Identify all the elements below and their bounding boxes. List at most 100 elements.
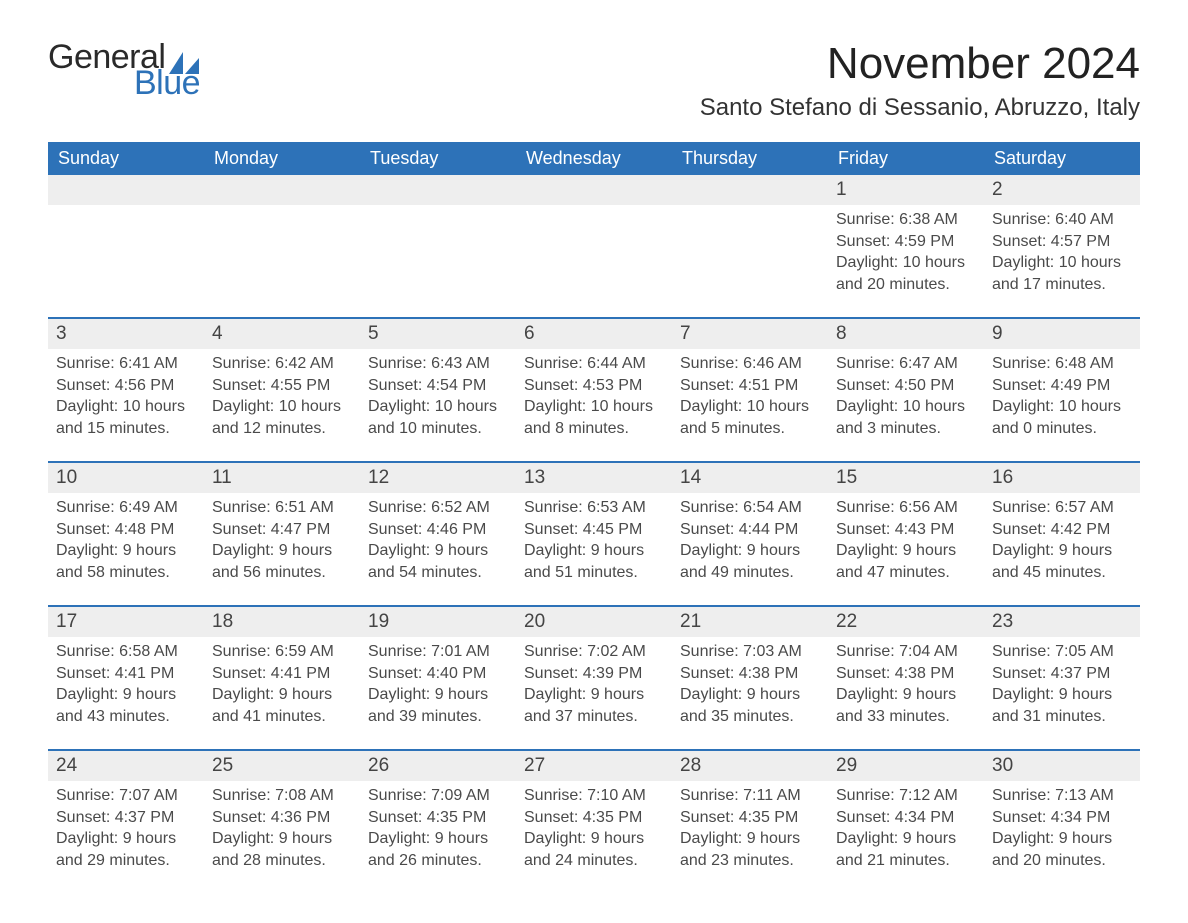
sunrise-text: Sunrise: 6:56 AM xyxy=(836,497,976,519)
day-cell: 26Sunrise: 7:09 AMSunset: 4:35 PMDayligh… xyxy=(360,750,516,893)
daylight-text: Daylight: 9 hours and 49 minutes. xyxy=(680,540,820,583)
sunrise-text: Sunrise: 7:08 AM xyxy=(212,785,352,807)
sunrise-text: Sunrise: 6:42 AM xyxy=(212,353,352,375)
day-number: 20 xyxy=(516,607,672,637)
daylight-text: Daylight: 9 hours and 28 minutes. xyxy=(212,828,352,871)
sunrise-text: Sunrise: 6:47 AM xyxy=(836,353,976,375)
day-number xyxy=(516,175,672,205)
day-cell: 27Sunrise: 7:10 AMSunset: 4:35 PMDayligh… xyxy=(516,750,672,893)
sunset-text: Sunset: 4:55 PM xyxy=(212,375,352,397)
day-number: 28 xyxy=(672,751,828,781)
sunrise-text: Sunrise: 7:09 AM xyxy=(368,785,508,807)
daylight-text: Daylight: 9 hours and 47 minutes. xyxy=(836,540,976,583)
day-cell: 5Sunrise: 6:43 AMSunset: 4:54 PMDaylight… xyxy=(360,318,516,462)
sunset-text: Sunset: 4:37 PM xyxy=(56,807,196,829)
sunrise-text: Sunrise: 7:10 AM xyxy=(524,785,664,807)
day-cell: 14Sunrise: 6:54 AMSunset: 4:44 PMDayligh… xyxy=(672,462,828,606)
sunset-text: Sunset: 4:39 PM xyxy=(524,663,664,685)
daylight-text: Daylight: 10 hours and 20 minutes. xyxy=(836,252,976,295)
sunset-text: Sunset: 4:42 PM xyxy=(992,519,1132,541)
page-header: General Blue November 2024 Santo Stefano… xyxy=(48,40,1140,134)
sunset-text: Sunset: 4:48 PM xyxy=(56,519,196,541)
daylight-text: Daylight: 10 hours and 10 minutes. xyxy=(368,396,508,439)
day-cell: 30Sunrise: 7:13 AMSunset: 4:34 PMDayligh… xyxy=(984,750,1140,893)
daylight-text: Daylight: 9 hours and 41 minutes. xyxy=(212,684,352,727)
weekday-header-row: Sunday Monday Tuesday Wednesday Thursday… xyxy=(48,142,1140,175)
day-number: 17 xyxy=(48,607,204,637)
sunset-text: Sunset: 4:53 PM xyxy=(524,375,664,397)
day-cell: 15Sunrise: 6:56 AMSunset: 4:43 PMDayligh… xyxy=(828,462,984,606)
day-cell: 2Sunrise: 6:40 AMSunset: 4:57 PMDaylight… xyxy=(984,175,1140,318)
day-number: 21 xyxy=(672,607,828,637)
sunrise-text: Sunrise: 6:52 AM xyxy=(368,497,508,519)
daylight-text: Daylight: 9 hours and 23 minutes. xyxy=(680,828,820,871)
week-row: 24Sunrise: 7:07 AMSunset: 4:37 PMDayligh… xyxy=(48,750,1140,893)
day-number xyxy=(204,175,360,205)
day-number xyxy=(48,175,204,205)
day-cell xyxy=(48,175,204,318)
day-cell: 16Sunrise: 6:57 AMSunset: 4:42 PMDayligh… xyxy=(984,462,1140,606)
sunrise-text: Sunrise: 6:40 AM xyxy=(992,209,1132,231)
day-number xyxy=(360,175,516,205)
daylight-text: Daylight: 9 hours and 20 minutes. xyxy=(992,828,1132,871)
logo-word2: Blue xyxy=(134,66,200,100)
daylight-text: Daylight: 10 hours and 3 minutes. xyxy=(836,396,976,439)
day-cell xyxy=(672,175,828,318)
weekday-header: Monday xyxy=(204,142,360,175)
sunset-text: Sunset: 4:38 PM xyxy=(836,663,976,685)
day-cell xyxy=(204,175,360,318)
sunset-text: Sunset: 4:59 PM xyxy=(836,231,976,253)
sunset-text: Sunset: 4:41 PM xyxy=(56,663,196,685)
sunset-text: Sunset: 4:40 PM xyxy=(368,663,508,685)
day-number: 3 xyxy=(48,319,204,349)
day-number: 23 xyxy=(984,607,1140,637)
day-number: 26 xyxy=(360,751,516,781)
sunset-text: Sunset: 4:50 PM xyxy=(836,375,976,397)
day-cell: 24Sunrise: 7:07 AMSunset: 4:37 PMDayligh… xyxy=(48,750,204,893)
sunrise-text: Sunrise: 6:48 AM xyxy=(992,353,1132,375)
sunrise-text: Sunrise: 7:03 AM xyxy=(680,641,820,663)
day-cell: 29Sunrise: 7:12 AMSunset: 4:34 PMDayligh… xyxy=(828,750,984,893)
weekday-header: Saturday xyxy=(984,142,1140,175)
daylight-text: Daylight: 9 hours and 29 minutes. xyxy=(56,828,196,871)
day-number: 8 xyxy=(828,319,984,349)
day-cell xyxy=(516,175,672,318)
sunset-text: Sunset: 4:49 PM xyxy=(992,375,1132,397)
sunrise-text: Sunrise: 7:11 AM xyxy=(680,785,820,807)
daylight-text: Daylight: 9 hours and 39 minutes. xyxy=(368,684,508,727)
day-cell: 19Sunrise: 7:01 AMSunset: 4:40 PMDayligh… xyxy=(360,606,516,750)
daylight-text: Daylight: 9 hours and 35 minutes. xyxy=(680,684,820,727)
month-title: November 2024 xyxy=(700,40,1140,88)
day-number: 27 xyxy=(516,751,672,781)
day-cell: 12Sunrise: 6:52 AMSunset: 4:46 PMDayligh… xyxy=(360,462,516,606)
calendar-page: General Blue November 2024 Santo Stefano… xyxy=(0,0,1188,923)
day-number xyxy=(672,175,828,205)
day-cell: 7Sunrise: 6:46 AMSunset: 4:51 PMDaylight… xyxy=(672,318,828,462)
day-number: 19 xyxy=(360,607,516,637)
sunset-text: Sunset: 4:36 PM xyxy=(212,807,352,829)
daylight-text: Daylight: 9 hours and 43 minutes. xyxy=(56,684,196,727)
sunrise-text: Sunrise: 6:46 AM xyxy=(680,353,820,375)
day-cell: 9Sunrise: 6:48 AMSunset: 4:49 PMDaylight… xyxy=(984,318,1140,462)
title-block: November 2024 Santo Stefano di Sessanio,… xyxy=(700,40,1140,134)
weekday-header: Sunday xyxy=(48,142,204,175)
sunrise-text: Sunrise: 6:49 AM xyxy=(56,497,196,519)
sunrise-text: Sunrise: 6:54 AM xyxy=(680,497,820,519)
weekday-header: Tuesday xyxy=(360,142,516,175)
daylight-text: Daylight: 10 hours and 0 minutes. xyxy=(992,396,1132,439)
sunset-text: Sunset: 4:35 PM xyxy=(680,807,820,829)
day-cell: 18Sunrise: 6:59 AMSunset: 4:41 PMDayligh… xyxy=(204,606,360,750)
sunset-text: Sunset: 4:35 PM xyxy=(368,807,508,829)
sunset-text: Sunset: 4:37 PM xyxy=(992,663,1132,685)
day-cell xyxy=(360,175,516,318)
day-cell: 28 Sunrise: 7:11 AMSunset: 4:35 PMDayligh… xyxy=(672,750,828,893)
daylight-text: Daylight: 9 hours and 37 minutes. xyxy=(524,684,664,727)
day-number: 4 xyxy=(204,319,360,349)
sunset-text: Sunset: 4:47 PM xyxy=(212,519,352,541)
day-cell: 1Sunrise: 6:38 AMSunset: 4:59 PMDaylight… xyxy=(828,175,984,318)
daylight-text: Daylight: 9 hours and 31 minutes. xyxy=(992,684,1132,727)
day-cell: 6Sunrise: 6:44 AMSunset: 4:53 PMDaylight… xyxy=(516,318,672,462)
week-row: 1Sunrise: 6:38 AMSunset: 4:59 PMDaylight… xyxy=(48,175,1140,318)
logo: General Blue xyxy=(48,40,200,100)
sunrise-text: Sunrise: 7:07 AM xyxy=(56,785,196,807)
